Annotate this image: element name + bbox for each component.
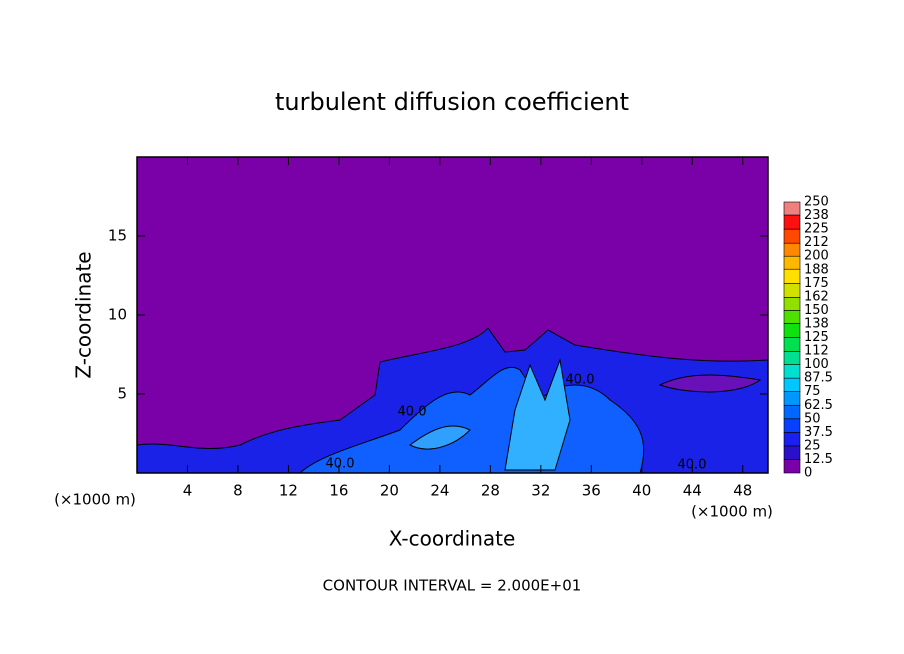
colorbar-segment bbox=[783, 364, 801, 379]
x-tick-label: 4 bbox=[183, 482, 193, 500]
x-tick-label: 40 bbox=[632, 482, 651, 500]
x-tick-label: 20 bbox=[380, 482, 399, 500]
colorbar-segment bbox=[783, 201, 801, 216]
colorbar-tick-label: 175 bbox=[804, 276, 829, 291]
colorbar-tick-label: 25 bbox=[804, 438, 821, 453]
x-tick-label: 16 bbox=[329, 482, 348, 500]
colorbar-tick-label: 250 bbox=[804, 195, 829, 210]
field-region bbox=[658, 374, 762, 393]
colorbar-tick-label: 125 bbox=[804, 330, 829, 345]
colorbar-segment bbox=[783, 445, 801, 460]
y-tick-label: 10 bbox=[108, 306, 127, 324]
colorbar-tick-label: 100 bbox=[804, 357, 829, 372]
colorbar-tick-label: 138 bbox=[804, 316, 829, 331]
y-tick-label: 5 bbox=[117, 385, 127, 403]
x-tick-label: 8 bbox=[233, 482, 243, 500]
annotation: CONTOUR INTERVAL = 2.000E+01 bbox=[323, 577, 582, 595]
colorbar-tick-label: 75 bbox=[804, 384, 821, 399]
contour-label: 40.0 bbox=[678, 458, 707, 473]
chart-title: turbulent diffusion coefficient bbox=[275, 88, 629, 116]
colorbar-segment bbox=[783, 377, 801, 392]
colorbar-segment bbox=[783, 268, 801, 284]
colorbar-tick-label: 87.5 bbox=[804, 371, 833, 386]
colorbar-tick-label: 62.5 bbox=[804, 398, 833, 413]
colorbar-tick-label: 200 bbox=[804, 249, 829, 264]
colorbar-tick-label: 225 bbox=[804, 222, 829, 237]
x-tick-label: 36 bbox=[582, 482, 601, 500]
colorbar-segment bbox=[783, 255, 801, 270]
y-tick-label: 15 bbox=[108, 227, 127, 245]
colorbar-segment bbox=[783, 351, 801, 365]
colorbar-segment bbox=[783, 337, 801, 352]
colorbar-tick-label: 50 bbox=[804, 411, 821, 426]
colorbar-segment bbox=[783, 323, 801, 338]
colorbar-segment bbox=[783, 214, 801, 230]
colorbar-tick-label: 188 bbox=[804, 262, 829, 277]
y-axis-label: Z-coordinate bbox=[72, 251, 96, 378]
x-tick-label: 28 bbox=[481, 482, 500, 500]
colorbar-tick-label: 162 bbox=[804, 289, 829, 304]
x-tick-label: 44 bbox=[683, 482, 702, 500]
y-unit-label: (×1000 m) bbox=[54, 491, 136, 509]
colorbar-segment bbox=[783, 432, 801, 447]
colorbar-tick-label: 212 bbox=[804, 235, 829, 250]
x-unit-label: (×1000 m) bbox=[691, 503, 773, 521]
colorbar-tick-label: 112 bbox=[804, 344, 829, 359]
colorbar-tick-label: 12.5 bbox=[804, 452, 833, 467]
field-region bbox=[409, 425, 471, 450]
contour-label: 40.0 bbox=[566, 373, 595, 388]
colorbar-segment bbox=[783, 391, 801, 406]
x-tick-label: 24 bbox=[430, 482, 449, 500]
colorbar-segment bbox=[783, 297, 801, 311]
colorbar-segment bbox=[783, 242, 801, 257]
x-tick-label: 32 bbox=[531, 482, 550, 500]
contour-label: 40.0 bbox=[326, 457, 355, 472]
colorbar-tick-label: 0 bbox=[804, 466, 812, 481]
contour-label: 40.0 bbox=[398, 405, 427, 420]
colorbar-tick-label: 150 bbox=[804, 303, 829, 318]
colorbar-segment bbox=[783, 310, 801, 324]
colorbar-tick-label: 238 bbox=[804, 208, 829, 223]
x-tick-label: 48 bbox=[733, 482, 752, 500]
x-axis-label: X-coordinate bbox=[389, 527, 516, 551]
colorbar-tick-label: 37.5 bbox=[804, 425, 833, 440]
colorbar-segment bbox=[783, 282, 801, 298]
colorbar-segment bbox=[783, 404, 801, 420]
colorbar-segment bbox=[783, 418, 801, 433]
colorbar-segment bbox=[783, 228, 801, 244]
x-tick-label: 12 bbox=[279, 482, 298, 500]
field-region bbox=[504, 358, 571, 471]
colorbar-segment bbox=[783, 459, 801, 474]
